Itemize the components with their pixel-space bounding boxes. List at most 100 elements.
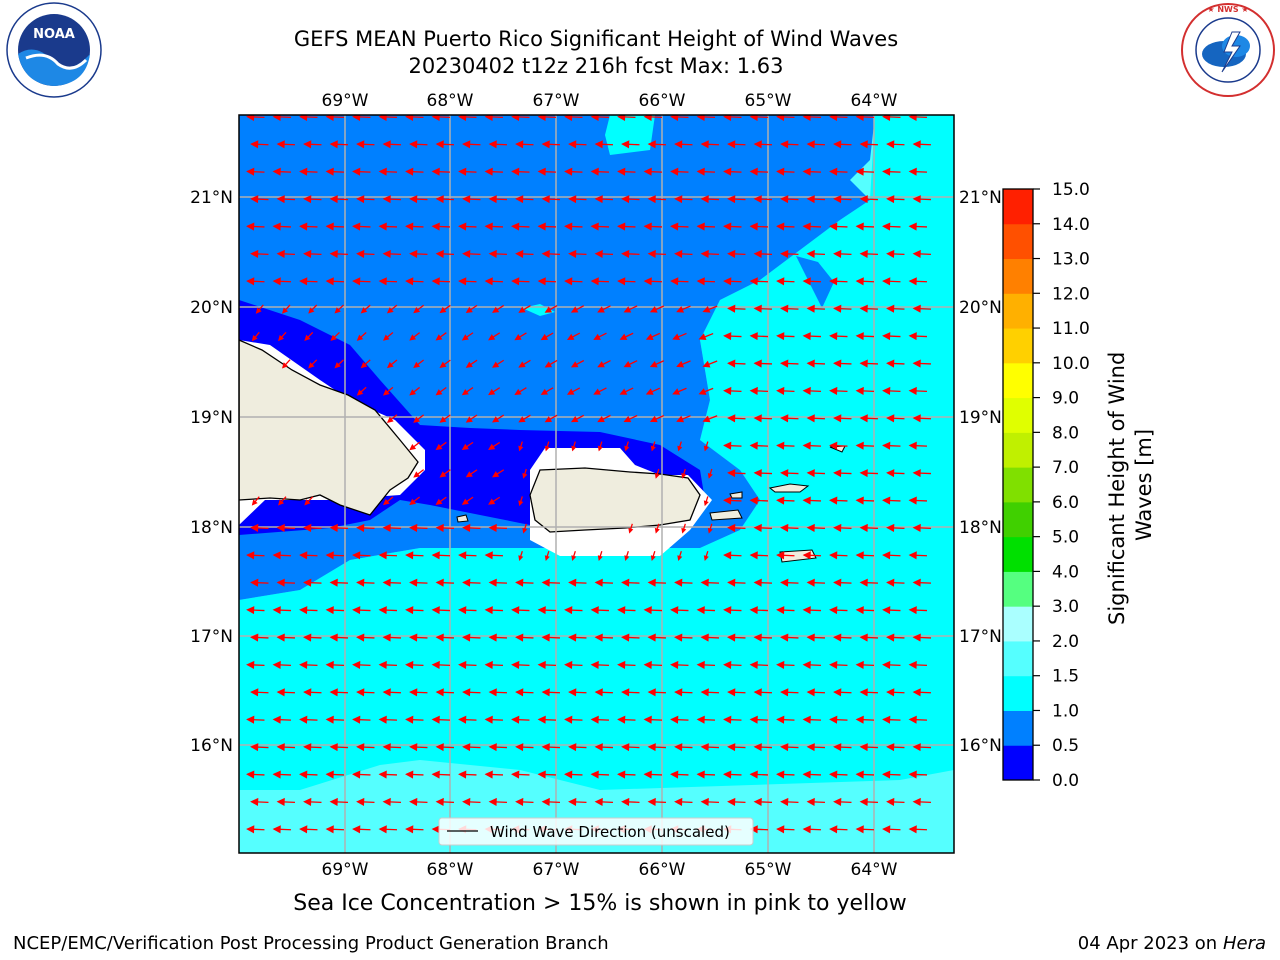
wave-arrow-head [749,441,758,450]
colorbar-swatch [1003,606,1033,642]
wave-arrow-head [727,414,736,423]
wave-arrow-head [281,307,289,314]
wave-arrow-head [886,797,895,806]
wave-arrow-head [654,527,660,534]
wave-arrow-head [753,797,762,806]
wave-arrow-head [621,688,630,697]
wave-arrow-head [617,277,626,286]
wave-arrow-head [250,578,259,587]
wave-arrow-head [329,140,338,149]
wave-arrow-head [431,551,440,560]
wave-arrow-head [251,335,258,342]
wave-arrow-head [700,743,709,752]
wave-arrow-head [250,195,259,204]
wave-arrow-head [647,688,656,697]
wave-arrow-head [776,551,785,560]
wave-arrow-head [829,660,838,669]
wave-arrow-head [492,471,500,478]
wave-arrow-head [435,688,444,697]
wave-arrow-head [568,633,577,642]
wave-arrow-head [594,688,603,697]
lat-label: 16°N [959,736,1002,756]
wave-arrow-head [409,797,418,806]
wave-arrow-head [780,797,789,806]
wave-arrow-head [511,222,520,231]
wave-arrow-head [386,307,394,314]
wave-arrow-head [413,361,421,369]
wave-arrow-head [276,743,285,752]
wave-arrow-head [439,361,447,368]
footer-date-text: 04 Apr 2023 on [1077,933,1223,954]
wave-arrow-head [458,606,467,615]
wave-arrow-head [802,715,811,724]
wave-arrow-head [700,578,709,587]
wave-arrow-head [908,277,917,286]
wave-arrow-head [886,688,895,697]
wave-arrow-head [647,633,656,642]
wave-arrow-head [833,578,842,587]
wave-arrow-head [564,277,573,286]
wave-arrow-head [405,167,414,176]
wave-arrow-head [303,688,312,697]
lat-label: 16°N [190,736,233,756]
map-legend: Wind Wave Direction (unscaled) [438,817,754,846]
colorbar-swatch [1003,189,1033,225]
wave-arrow-head [511,167,520,176]
wave-arrow-head [272,715,281,724]
wave-arrow-head [696,715,705,724]
wave-arrow-head [707,527,713,534]
wave-arrow-head [492,416,500,423]
wave-arrow-head [431,660,440,669]
wave-arrow-head [246,770,255,779]
wave-arrow-head [378,825,387,834]
wave-arrow-head [855,715,864,724]
wave-arrow-head [541,743,550,752]
wave-arrow-head [439,416,447,423]
wave-arrow-head [590,715,599,724]
wave-arrow-head [405,277,414,286]
wave-arrow-head [672,388,681,395]
wave-arrow-head [435,195,444,204]
wave-arrow-head [806,304,815,313]
wave-arrow-head [703,445,709,452]
wave-arrow-head [833,797,842,806]
map-subtitle: 20230402 t12z 216h fcst Max: 1.63 [408,54,784,78]
wave-arrow-head [334,362,341,369]
wave-arrow-head [912,469,921,478]
wave-arrow-head [753,304,762,313]
wave-arrow-head [356,523,365,532]
lon-label: 64°W [851,91,898,111]
wave-arrow-head [623,361,632,368]
wave-arrow-head [833,743,842,752]
wave-arrow-head [882,222,891,231]
lon-label: 64°W [851,860,898,880]
lat-labels-left: 21°N 20°N 19°N 18°N 17°N 16°N [190,188,233,756]
wave-arrow-head [250,797,259,806]
noaa-text: NOAA [33,27,75,42]
wave-arrow-head [802,167,811,176]
wave-arrow-head [276,523,285,532]
wave-arrow-head [308,362,315,369]
wave-arrow-head [806,578,815,587]
wave-arrow-head [246,825,255,834]
wave-arrow-head [409,249,418,258]
wave-arrow-head [597,555,603,561]
wave-arrow-head [515,797,524,806]
wave-arrow-head [802,222,811,231]
wave-arrow-head [780,195,789,204]
wave-arrow-head [329,633,338,642]
wave-arrow-head [621,578,630,587]
wave-arrow-head [299,551,308,560]
wave-arrow-head [647,797,656,806]
wave-arrow-head [352,660,361,669]
wave-arrow-head [431,715,440,724]
wave-arrow-head [492,306,500,313]
wave-arrow-head [382,195,391,204]
wave-arrow-head [544,306,553,313]
wave-arrow-head [912,195,921,204]
wave-arrow-head [544,555,550,561]
wave-arrow-head [700,249,709,258]
lon-label: 65°W [745,91,792,111]
wave-arrow-head [703,555,709,561]
wave-arrow-head [386,361,394,369]
